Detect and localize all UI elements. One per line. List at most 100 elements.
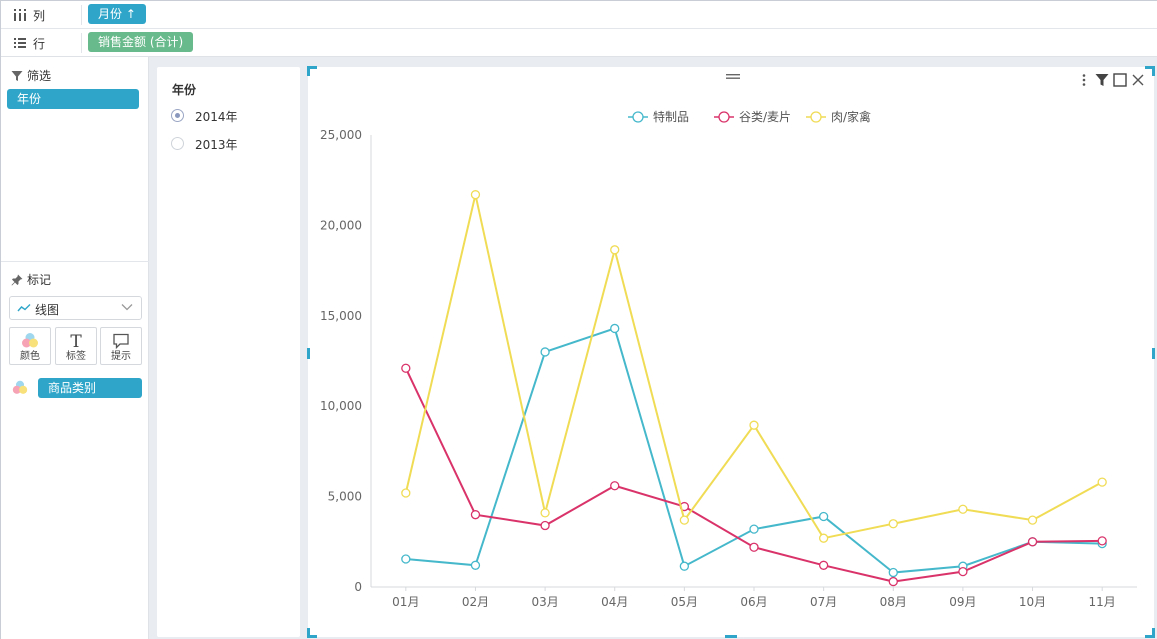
mark-type-select[interactable]: 线图 — [9, 296, 142, 320]
tooltip-mark-label: 提示 — [111, 351, 131, 362]
chart-toolbar — [1076, 72, 1146, 88]
data-point — [679, 561, 690, 571]
y-tick-label: 15,000 — [320, 309, 362, 323]
marks-title: 标记 — [27, 273, 52, 287]
rows-field-pill[interactable]: 销售金额 (合计) — [88, 32, 194, 52]
close-icon[interactable] — [1130, 72, 1146, 88]
data-point — [401, 488, 411, 498]
y-tick-label: 0 — [354, 580, 362, 594]
data-point — [401, 554, 411, 564]
data-point — [1027, 515, 1038, 525]
series-line — [405, 327, 1103, 574]
x-tick-label: 07月 — [810, 595, 837, 609]
legend-label: 特制品 — [653, 109, 689, 124]
drag-handle-icon[interactable] — [726, 70, 740, 79]
data-point — [470, 510, 481, 520]
data-point — [818, 533, 829, 543]
legend-swatch-marker — [810, 111, 822, 123]
filter-title: 筛选 — [27, 69, 52, 83]
speech-bubble-icon — [101, 331, 141, 351]
shelf-divider — [81, 33, 82, 53]
rows-icon — [13, 36, 27, 50]
data-point — [679, 515, 690, 525]
columns-label: 列 — [33, 9, 46, 23]
columns-icon — [13, 8, 27, 22]
radio-button-selected[interactable] — [171, 109, 184, 122]
data-point — [1097, 477, 1107, 487]
y-tick-label: 25,000 — [320, 128, 362, 142]
marks-section-title: 标记 — [11, 271, 51, 288]
x-tick-label: 03月 — [531, 595, 558, 609]
data-point — [610, 481, 620, 491]
label-mark-button[interactable]: T 标签 — [55, 327, 97, 365]
data-point — [888, 567, 898, 578]
svg-text:T: T — [70, 332, 82, 351]
x-tick-label: 01月 — [392, 595, 419, 609]
legend-swatch-marker — [718, 111, 730, 123]
data-point — [540, 347, 550, 357]
legend-label: 谷类/麦片 — [739, 110, 791, 124]
radio-button[interactable] — [171, 137, 184, 150]
more-options-icon[interactable] — [1076, 72, 1092, 88]
x-tick-label: 08月 — [880, 595, 907, 609]
y-tick-label: 20,000 — [320, 218, 362, 232]
data-point — [888, 519, 898, 529]
data-point — [470, 190, 481, 200]
filter-field-pill[interactable]: 年份 — [7, 89, 139, 109]
year-filter-title: 年份 — [172, 83, 197, 97]
data-point — [610, 323, 620, 334]
color-encoding-icon — [11, 379, 29, 400]
data-point — [749, 524, 759, 534]
data-point — [540, 508, 550, 518]
legend-swatch-marker — [632, 111, 644, 123]
filter-icon[interactable] — [1094, 72, 1110, 88]
filter-section-title: 筛选 — [11, 67, 51, 84]
color-field-pill[interactable]: 商品类别 — [38, 378, 142, 398]
pin-icon — [11, 274, 23, 286]
resize-handle-right[interactable] — [1152, 348, 1155, 359]
x-tick-label: 04月 — [601, 595, 628, 609]
data-point — [958, 566, 968, 577]
x-tick-label: 06月 — [740, 595, 767, 609]
data-point — [818, 511, 829, 522]
year-filter-widget: 年份 2014年 2013年 — [157, 67, 300, 637]
resize-corner-top-right[interactable] — [1145, 66, 1155, 76]
data-point — [1097, 536, 1107, 546]
data-point — [818, 560, 829, 570]
funnel-icon — [11, 71, 23, 81]
resize-corner-bottom-right[interactable] — [1145, 628, 1155, 638]
resize-corner-bottom-left[interactable] — [307, 628, 317, 638]
x-tick-label: 02月 — [462, 595, 489, 609]
panel-divider — [1, 261, 149, 262]
columns-shelf: 列 月份 ↑ — [1, 1, 1157, 29]
series-line — [404, 194, 1103, 540]
left-panel: 筛选 年份 标记 线图 颜色 T 标签 提示 — [1, 57, 149, 639]
resize-handle-left[interactable] — [307, 348, 310, 359]
line-chart-icon — [17, 304, 31, 312]
rows-label: 行 — [33, 37, 46, 51]
label-mark-label: 标签 — [66, 351, 86, 362]
line-chart: 0 5,000 10,000 15,000 20,000 25,000 01月 02月 03月 0… — [320, 109, 1137, 609]
rows-shelf: 行 销售金额 (合计) — [1, 29, 1157, 57]
year-option-label: 2013年 — [195, 138, 238, 152]
data-point — [958, 504, 968, 514]
columns-field-pill[interactable]: 月份 ↑ — [88, 4, 146, 24]
chart-widget[interactable]: 0 5,000 10,000 15,000 20,000 25,000 01月 02月 03月 0… — [307, 66, 1155, 638]
x-tick-label: 09月 — [949, 595, 976, 609]
color-mark-button[interactable]: 颜色 — [9, 327, 51, 365]
color-mark-label: 颜色 — [20, 351, 40, 362]
text-icon: T — [56, 331, 96, 352]
resize-handle-bottom[interactable] — [725, 635, 737, 638]
resize-corner-top-left[interactable] — [307, 66, 317, 76]
maximize-icon[interactable] — [1112, 72, 1128, 88]
y-tick-label: 5,000 — [328, 490, 362, 504]
data-point — [749, 542, 759, 552]
tooltip-mark-button[interactable]: 提示 — [100, 327, 142, 365]
shelf-divider — [81, 5, 82, 25]
chevron-down-icon — [121, 304, 133, 311]
mark-type-label: 线图 — [35, 303, 60, 317]
data-point — [1027, 537, 1038, 547]
data-point — [401, 363, 411, 373]
y-tick-label: 10,000 — [320, 399, 362, 413]
